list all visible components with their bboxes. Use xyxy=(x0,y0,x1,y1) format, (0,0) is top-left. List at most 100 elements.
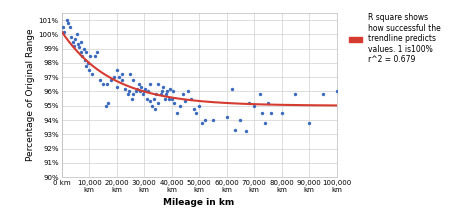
Point xyxy=(245,101,252,105)
Point xyxy=(91,54,99,57)
Point xyxy=(187,97,195,100)
Point xyxy=(76,46,83,49)
Point xyxy=(129,93,137,96)
Point xyxy=(142,87,149,90)
Point xyxy=(190,107,197,110)
Point xyxy=(140,90,148,93)
Point xyxy=(118,78,126,82)
Point xyxy=(137,86,145,89)
Point xyxy=(132,90,140,93)
Point xyxy=(99,83,107,86)
Point xyxy=(162,93,170,96)
Point xyxy=(148,104,156,108)
Point xyxy=(242,130,250,133)
Point xyxy=(261,121,269,125)
Point xyxy=(209,118,217,122)
Point xyxy=(250,104,258,108)
Point xyxy=(84,61,91,65)
Point xyxy=(278,111,285,115)
Point xyxy=(195,104,203,108)
Point xyxy=(66,25,73,29)
Point xyxy=(74,43,82,46)
Point xyxy=(292,93,299,96)
Point xyxy=(113,86,120,89)
Point xyxy=(160,86,167,89)
Point xyxy=(103,83,111,86)
Point xyxy=(231,128,238,132)
Point xyxy=(81,58,89,62)
Point xyxy=(128,97,136,100)
Point xyxy=(333,90,340,93)
Point xyxy=(118,73,126,76)
Point xyxy=(258,111,266,115)
Point xyxy=(67,35,75,39)
Point xyxy=(80,47,87,50)
Point xyxy=(78,54,86,57)
Point xyxy=(72,37,79,40)
Point xyxy=(129,78,137,82)
Point xyxy=(82,50,90,53)
Point xyxy=(102,104,109,108)
Point xyxy=(70,44,78,48)
Point xyxy=(134,87,141,90)
Point xyxy=(168,97,175,100)
Point xyxy=(64,18,71,22)
Point xyxy=(116,75,123,79)
Point xyxy=(154,101,162,105)
Point xyxy=(143,97,151,100)
Point xyxy=(173,111,181,115)
Point xyxy=(171,101,178,105)
Point xyxy=(169,90,177,93)
Point xyxy=(69,40,76,43)
Point xyxy=(264,101,272,105)
Point xyxy=(305,121,313,125)
Point xyxy=(228,87,236,90)
Point xyxy=(61,30,68,33)
Point xyxy=(319,93,327,96)
Point xyxy=(179,93,186,96)
Point xyxy=(125,90,133,93)
Point xyxy=(201,118,209,122)
Point xyxy=(139,93,146,96)
Point xyxy=(165,97,173,100)
Point xyxy=(136,90,144,93)
Point xyxy=(85,68,93,72)
Point xyxy=(182,100,189,103)
Point xyxy=(223,115,230,119)
Point xyxy=(64,21,73,25)
Point xyxy=(110,75,118,79)
X-axis label: Mileage in km: Mileage in km xyxy=(164,199,235,207)
Point xyxy=(145,90,152,93)
Point xyxy=(237,118,244,122)
Point xyxy=(135,83,142,86)
Point xyxy=(146,100,154,103)
Point xyxy=(88,73,96,76)
Point xyxy=(113,68,120,72)
Point xyxy=(267,111,274,115)
Point xyxy=(77,40,85,43)
Point xyxy=(107,78,115,82)
Point xyxy=(153,93,160,96)
Point xyxy=(87,54,94,57)
Point xyxy=(96,78,104,82)
Point xyxy=(59,25,67,29)
Y-axis label: Percentage of Original Range: Percentage of Original Range xyxy=(26,29,35,161)
Point xyxy=(256,93,264,96)
Point xyxy=(105,101,112,105)
Legend: R square shows
how successful the
trendline predicts
values. 1 is100%
r^2 = 0.67: R square shows how successful the trendl… xyxy=(348,13,441,64)
Point xyxy=(154,83,162,86)
Point xyxy=(82,64,90,68)
Point xyxy=(146,83,154,86)
Point xyxy=(121,87,128,90)
Point xyxy=(73,33,81,36)
Point xyxy=(176,104,183,108)
Point xyxy=(161,97,169,100)
Point xyxy=(158,90,166,93)
Point xyxy=(157,93,164,96)
Point xyxy=(127,73,134,76)
Point xyxy=(184,90,192,93)
Point xyxy=(93,50,101,53)
Point xyxy=(150,97,157,100)
Point xyxy=(198,121,206,125)
Point xyxy=(124,93,131,96)
